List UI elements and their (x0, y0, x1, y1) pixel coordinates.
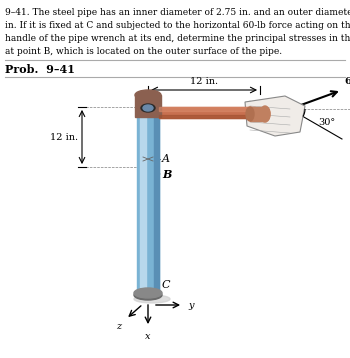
Text: handle of the pipe wrench at its end, determine the principal stresses in the pi: handle of the pipe wrench at its end, de… (5, 34, 350, 43)
Text: in. If it is fixed at C and subjected to the horizontal 60-lb force acting on th: in. If it is fixed at C and subjected to… (5, 21, 350, 30)
Text: B: B (162, 169, 172, 180)
Text: 12 in.: 12 in. (50, 132, 78, 141)
Text: y: y (188, 300, 194, 310)
Bar (159, 115, 255, 118)
Text: at point B, which is located on the outer surface of the pipe.: at point B, which is located on the oute… (5, 47, 282, 56)
Ellipse shape (134, 290, 162, 300)
Polygon shape (245, 96, 305, 136)
Ellipse shape (134, 288, 162, 298)
Text: A: A (162, 154, 170, 164)
Bar (135, 95, 161, 117)
Ellipse shape (246, 107, 254, 121)
Ellipse shape (262, 107, 270, 121)
Text: Prob.  9–41: Prob. 9–41 (5, 64, 75, 75)
Text: C: C (162, 280, 170, 290)
Text: z: z (116, 322, 121, 331)
Ellipse shape (260, 106, 270, 122)
Bar (250, 107, 266, 121)
Text: 30°: 30° (318, 118, 335, 127)
Text: x: x (145, 332, 151, 341)
Text: 60 lb: 60 lb (345, 77, 350, 86)
Ellipse shape (143, 105, 153, 111)
Bar (154, 112, 159, 295)
Bar (159, 107, 255, 111)
Bar (140, 112, 146, 295)
Bar (159, 107, 255, 118)
Bar (137, 112, 159, 295)
Ellipse shape (134, 295, 170, 303)
Text: 12 in.: 12 in. (190, 77, 218, 86)
Ellipse shape (137, 108, 159, 116)
Text: 9–41. The steel pipe has an inner diameter of 2.75 in. and an outer diameter of : 9–41. The steel pipe has an inner diamet… (5, 8, 350, 17)
Ellipse shape (135, 90, 161, 100)
Ellipse shape (141, 104, 155, 112)
